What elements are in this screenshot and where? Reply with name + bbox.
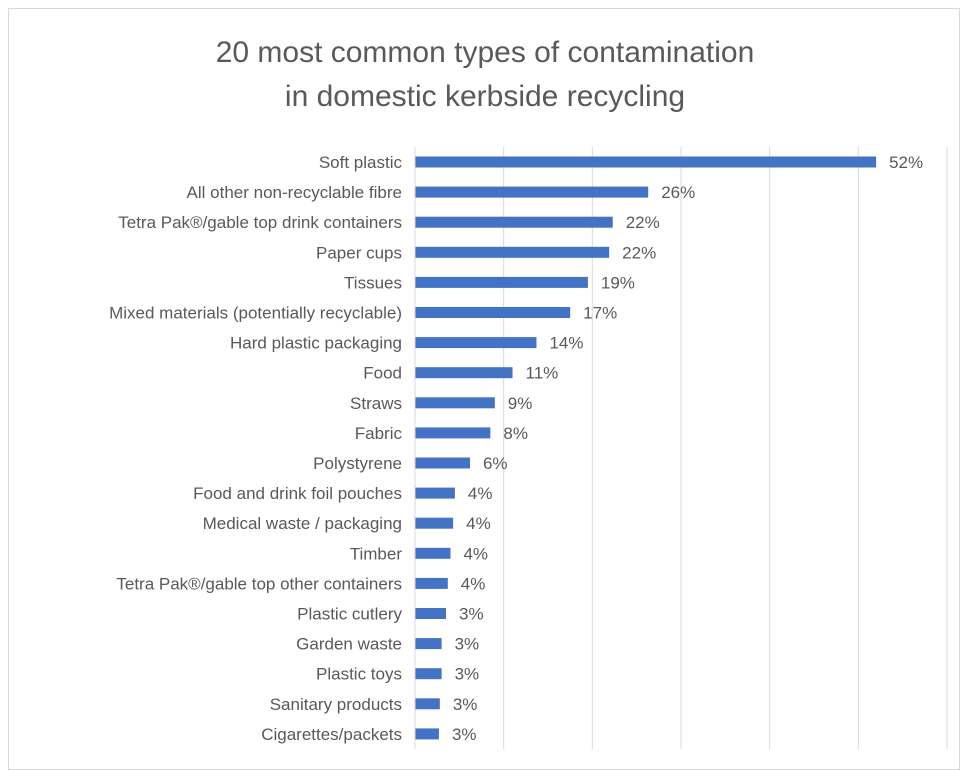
category-label: Garden waste bbox=[296, 635, 402, 654]
data-label: 3% bbox=[453, 695, 478, 714]
category-label: Food and drink foil pouches bbox=[193, 484, 402, 503]
bar bbox=[415, 246, 610, 258]
data-label: 17% bbox=[583, 304, 617, 323]
data-label: 19% bbox=[601, 273, 635, 292]
data-label: 22% bbox=[626, 213, 660, 232]
category-label: Tetra Pak®/gable top other containers bbox=[116, 574, 402, 593]
data-label: 4% bbox=[463, 544, 488, 563]
bar bbox=[415, 397, 495, 409]
data-label: 8% bbox=[503, 424, 528, 443]
chart-title: 20 most common types of contamination in… bbox=[9, 31, 961, 119]
category-label: Sanitary products bbox=[270, 695, 402, 714]
bar bbox=[415, 276, 588, 288]
bar bbox=[415, 156, 877, 168]
category-label: Timber bbox=[350, 544, 403, 563]
data-label: 9% bbox=[508, 394, 533, 413]
data-label: 52% bbox=[889, 153, 923, 172]
category-label: Food bbox=[363, 364, 402, 383]
bar bbox=[415, 487, 455, 499]
category-label: Straws bbox=[350, 394, 402, 413]
data-label: 26% bbox=[661, 183, 695, 202]
category-label: Hard plastic packaging bbox=[230, 334, 402, 353]
bar bbox=[415, 517, 454, 529]
bar bbox=[415, 307, 571, 318]
data-label: 6% bbox=[483, 454, 508, 473]
data-label: 3% bbox=[455, 665, 480, 684]
data-label: 4% bbox=[468, 484, 493, 503]
data-label: 22% bbox=[622, 243, 656, 262]
bar bbox=[415, 668, 442, 680]
category-label: Fabric bbox=[355, 424, 403, 443]
data-label: 14% bbox=[549, 334, 583, 353]
bar bbox=[415, 216, 613, 228]
category-label: All other non-recyclable fibre bbox=[187, 183, 402, 202]
category-label: Tissues bbox=[344, 273, 402, 292]
category-label: Polystyrene bbox=[313, 454, 402, 473]
data-label: 3% bbox=[455, 635, 480, 654]
bar-chart: Soft plastic 52% All other non-recyclable … bbox=[109, 147, 948, 749]
category-label: Soft plastic bbox=[319, 153, 403, 172]
bar bbox=[415, 427, 491, 439]
bar bbox=[415, 457, 470, 469]
bar bbox=[415, 367, 513, 379]
bar bbox=[415, 547, 451, 559]
category-label: Plastic toys bbox=[316, 665, 402, 684]
data-label: 4% bbox=[461, 574, 486, 593]
category-label: Plastic cutlery bbox=[297, 605, 402, 624]
data-label: 3% bbox=[452, 725, 477, 744]
chart-title-line-1: 20 most common types of contamination bbox=[215, 36, 755, 69]
bar bbox=[415, 698, 440, 710]
bar bbox=[415, 638, 442, 650]
bar bbox=[415, 577, 448, 589]
bar bbox=[415, 608, 447, 619]
chart-frame: 20 most common types of contamination in… bbox=[8, 8, 960, 770]
bar bbox=[415, 186, 649, 198]
data-label: 4% bbox=[466, 514, 491, 533]
bar bbox=[415, 337, 537, 349]
bar bbox=[415, 728, 439, 740]
data-label: 3% bbox=[459, 605, 484, 624]
category-label: Medical waste / packaging bbox=[203, 514, 402, 533]
category-label: Mixed materials (potentially recyclable) bbox=[109, 304, 402, 323]
category-label: Paper cups bbox=[316, 243, 402, 262]
category-label: Tetra Pak®/gable top drink containers bbox=[118, 213, 402, 232]
chart-title-line-2: in domestic kerbside recycling bbox=[284, 80, 686, 113]
data-label: 11% bbox=[526, 364, 559, 383]
category-label: Cigarettes/packets bbox=[261, 725, 402, 744]
